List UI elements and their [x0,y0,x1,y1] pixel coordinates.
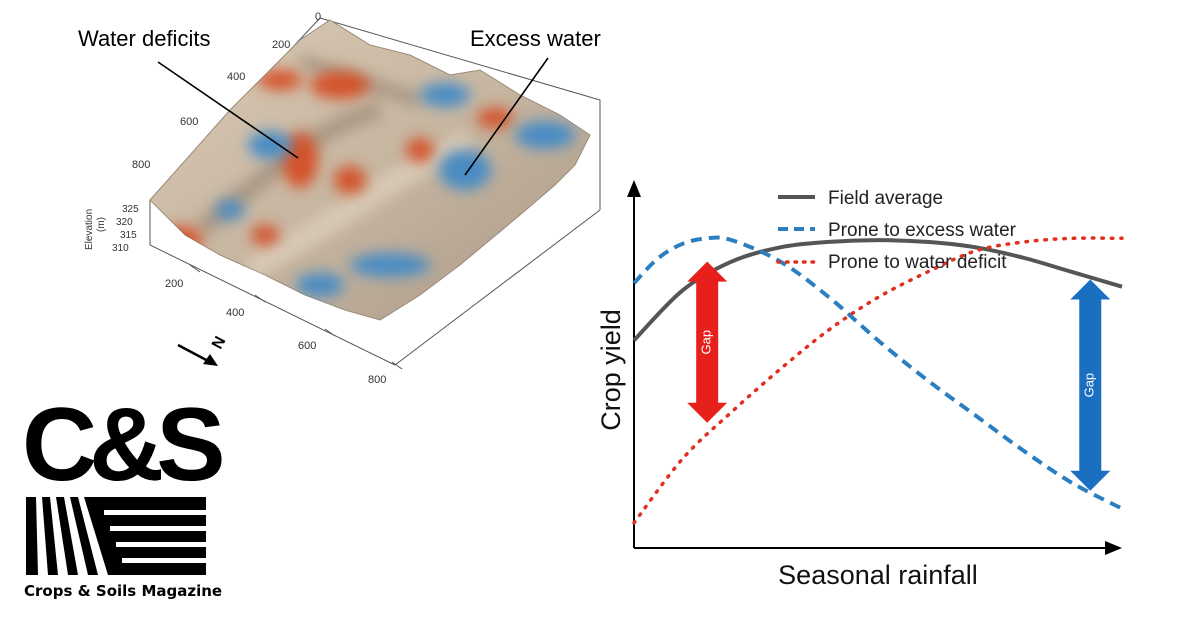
legend-label-water-deficit: Prone to water deficit [828,252,1007,273]
crops-soils-logo: C&S Crops & Soils Magazine [22,387,230,600]
gap-label: Gap [1082,373,1097,398]
y-axis-label: Crop yield [596,309,626,431]
callout-water-deficits: Water deficits [78,26,210,51]
elevation-tick-320: 320 [116,217,133,228]
elevation-label: Elevation [84,209,95,250]
elevation-tick-315: 315 [120,230,137,241]
axis-top-ticks: 0 200 400 600 800 [132,11,321,171]
terrain-surface [149,19,591,321]
tick-top-400: 400 [227,71,245,83]
tick-bottom-400: 400 [226,307,244,319]
tick-bottom-600: 600 [298,340,316,352]
tick-bottom-800: 800 [368,374,386,386]
logo-field-stripes-icon [26,497,206,575]
gap-arrow-right: Gap [1070,279,1111,491]
north-arrow: N [177,334,229,366]
yield-chart: Crop yield Seasonal rainfall Gap Gap Fiel… [596,180,1124,590]
legend-item-field-average: Field average [778,188,943,209]
axis-bottom-tickmarks [189,264,403,370]
x-axis-label: Seasonal rainfall [778,560,978,590]
gap-arrow-left: Gap [687,261,728,423]
callout-line-deficit [157,61,299,159]
gap-arrow-shape-icon [687,261,728,423]
callout-excess-water: Excess water [470,26,601,51]
gap-arrow-shape-icon [1070,279,1111,491]
elevation-unit: (m) [96,217,107,232]
callout-line-excess [464,57,549,176]
tick-bottom-200: 200 [165,278,183,290]
axis-bottom-ticks: 200 400 600 800 [165,278,386,386]
legend-label-field-average: Field average [828,188,943,209]
y-axis-arrow-icon [627,180,641,197]
tick-top-200: 200 [272,39,290,51]
gap-label: Gap [699,330,714,355]
elevation-tick-325: 325 [122,204,139,215]
legend: Field average Prone to excess water Pron… [776,188,1017,273]
legend-item-excess-water: Prone to excess water [778,220,1017,241]
elevation-tick-310: 310 [112,243,129,254]
logo-mark: C&S [22,387,222,503]
terrain-map: Water deficits Excess water 0 200 400 60… [78,11,601,386]
x-axis-arrow-icon [1105,541,1122,555]
excess-patches [216,83,575,297]
series-excess-water [632,235,1123,511]
series-water-deficit [632,236,1124,525]
legend-label-excess-water: Prone to excess water [828,220,1017,241]
logo-caption: Crops & Soils Magazine [24,582,222,600]
gap-layer: Gap Gap [687,261,1111,491]
north-label: N [209,334,229,352]
elevation-axis: Elevation (m) 325 320 315 310 [84,204,139,254]
tick-top-600: 600 [180,116,198,128]
tick-top-0: 0 [315,11,321,23]
legend-item-water-deficit: Prone to water deficit [776,252,1007,273]
tick-top-800: 800 [132,159,150,171]
